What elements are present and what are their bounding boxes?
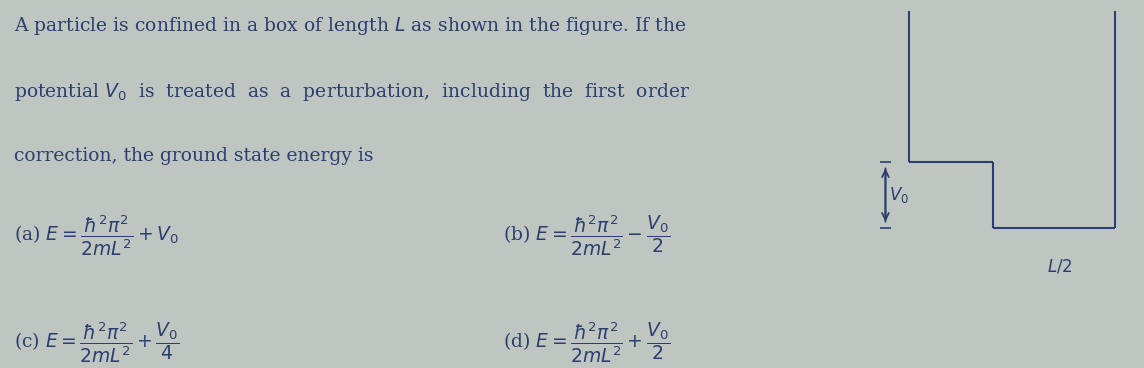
Text: $L/2$: $L/2$ — [1047, 258, 1073, 276]
Text: (b) $E = \dfrac{\hbar^2\pi^2}{2mL^2} - \dfrac{V_0}{2}$: (b) $E = \dfrac{\hbar^2\pi^2}{2mL^2} - \… — [503, 213, 670, 258]
Text: correction, the ground state energy is: correction, the ground state energy is — [14, 147, 373, 165]
Text: (a) $E = \dfrac{\hbar^2\pi^2}{2mL^2} + V_0$: (a) $E = \dfrac{\hbar^2\pi^2}{2mL^2} + V… — [14, 213, 178, 258]
Text: A particle is confined in a box of length $L$ as shown in the figure. If the: A particle is confined in a box of lengt… — [14, 15, 686, 37]
Text: potential $V_0$  is  treated  as  a  perturbation,  including  the  first  order: potential $V_0$ is treated as a perturba… — [14, 81, 690, 103]
Text: $V_0$: $V_0$ — [889, 185, 908, 205]
Text: (d) $E = \dfrac{\hbar^2\pi^2}{2mL^2} + \dfrac{V_0}{2}$: (d) $E = \dfrac{\hbar^2\pi^2}{2mL^2} + \… — [503, 320, 670, 365]
Text: (c) $E = \dfrac{\hbar^2\pi^2}{2mL^2} + \dfrac{V_0}{4}$: (c) $E = \dfrac{\hbar^2\pi^2}{2mL^2} + \… — [14, 320, 180, 365]
